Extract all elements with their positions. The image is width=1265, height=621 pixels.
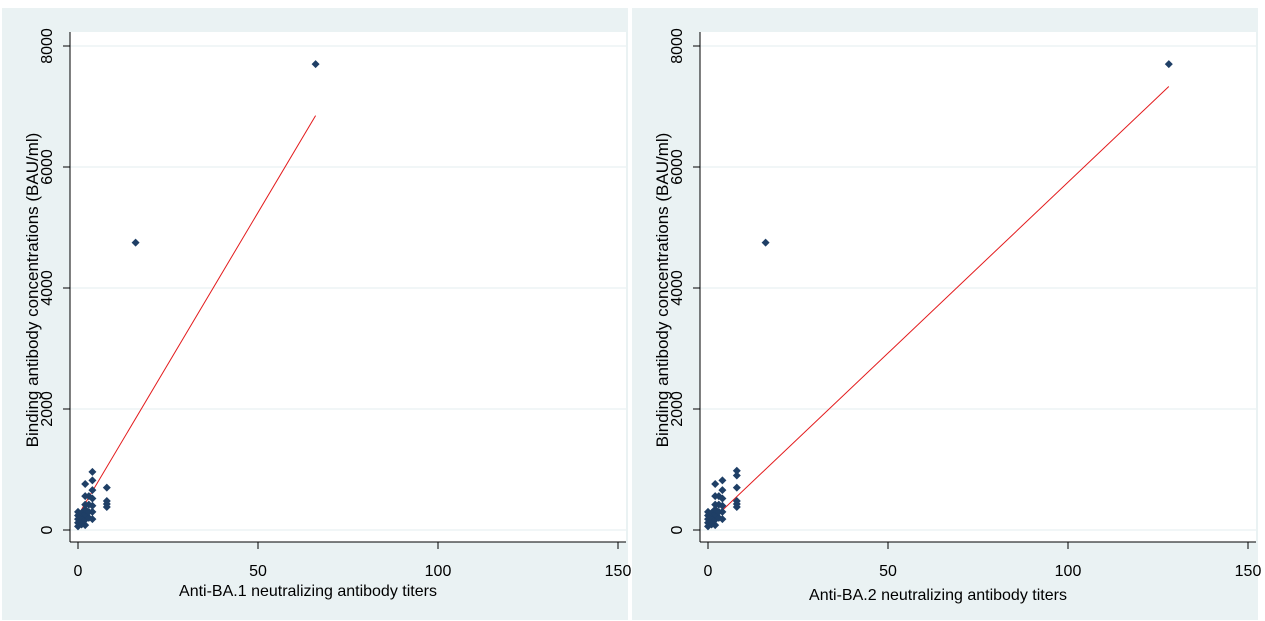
data-point [81,480,90,489]
x-axis-title: Anti-BA.1 neutralizing antibody titers [179,583,437,600]
y-tick-label: 6000 [669,149,686,185]
data-point [711,505,720,514]
data-point [81,521,90,530]
data-point [102,483,111,492]
data-point [131,238,140,247]
data-point [102,496,111,505]
data-point [711,515,720,524]
y-axis-title: Binding antibody concentrations (BAU/ml) [653,133,672,448]
data-point [732,496,741,505]
y-tick-label: 0 [39,525,56,534]
fit-line [77,115,317,516]
data-point [732,483,741,492]
x-tick-label: 50 [249,563,267,580]
x-tick-label: 0 [704,563,713,580]
y-tick-label: 2000 [39,391,56,427]
chart-panel-ba1: 0 50 100 150 0 2000 4000 6000 8000 Anti-BA.1 neut… [2,8,631,620]
x-axis-title: Anti-BA.2 neutralizing antibody titers [809,587,1067,604]
x-tick-label: 100 [425,563,452,580]
data-point [88,486,97,495]
data-point [88,507,97,516]
data-point [711,480,720,489]
plot-area [70,32,626,542]
y-tick-label: 4000 [669,270,686,306]
data-point [311,60,320,69]
data-point [1164,60,1173,69]
scatter-chart-ba2: 0 50 100 150 0 2000 4000 6000 8000 Anti-BA.2 neut… [653,28,1261,604]
data-point [718,515,727,524]
y-axis-title: Binding antibody concentrations (BAU/ml) [23,133,42,448]
scatter-chart-ba1: 0 50 100 150 0 2000 4000 6000 8000 Anti-BA.1 neut… [23,28,631,600]
data-point [718,476,727,485]
data-point [88,467,97,476]
y-tick-label: 2000 [669,391,686,427]
data-point [84,513,93,522]
data-point [732,471,741,480]
data-point [718,501,727,510]
data-point [88,515,97,524]
data-point [88,476,97,485]
data-point [718,494,727,503]
plot-area [700,32,1256,542]
chart-panel-ba2: 0 50 100 150 0 2000 4000 6000 8000 Anti-BA.2 neut… [632,8,1261,620]
data-point [88,501,97,510]
y-tick-label: 8000 [669,28,686,64]
data-point [761,238,770,247]
data-point [88,494,97,503]
y-tick-label: 4000 [39,270,56,306]
data-point [711,510,720,519]
x-tick-label: 100 [1055,563,1082,580]
data-point [732,466,741,475]
x-tick-label: 150 [1235,563,1262,580]
y-tick-label: 0 [669,525,686,534]
y-tick-label: 6000 [39,149,56,185]
data-point [81,515,90,524]
fit-line [707,86,1170,525]
y-tick-label: 8000 [39,28,56,64]
x-tick-label: 0 [74,563,83,580]
data-point [718,486,727,495]
data-point [718,507,727,516]
data-point [711,521,720,530]
x-tick-label: 50 [879,563,897,580]
x-tick-label: 150 [605,563,632,580]
